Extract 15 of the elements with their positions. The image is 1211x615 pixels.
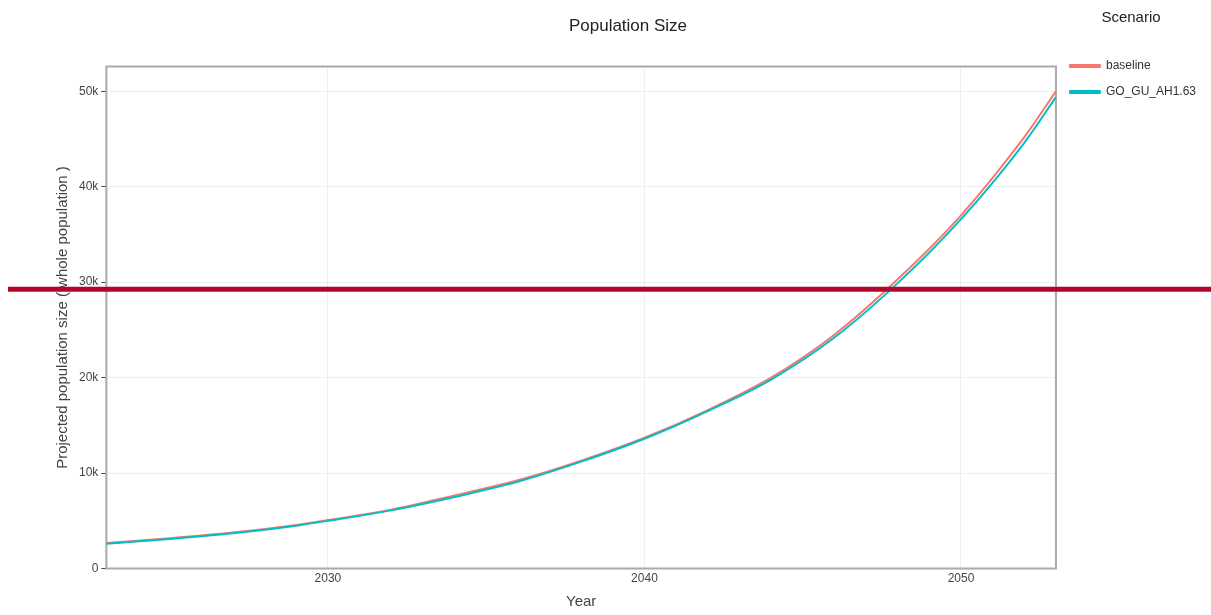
y-tick-label: 20k [78, 369, 100, 384]
x-axis-title: Year [566, 592, 597, 610]
x-tick-label: 2040 [631, 571, 659, 586]
legend-label: baseline [1105, 58, 1151, 73]
legend-title: Scenario [1101, 7, 1161, 25]
y-tick-label: 50k [78, 83, 100, 98]
y-axis-title: Projected population size ( whole population ) [53, 166, 71, 469]
y-tick-label: 10k [78, 465, 100, 480]
x-tick-label: 2030 [314, 571, 342, 586]
x-tick-label: 2050 [947, 571, 975, 586]
y-tick-label: 0 [91, 560, 99, 575]
y-tick-label: 40k [78, 179, 100, 194]
chart-title: Population Size [568, 15, 688, 35]
legend-label: GO_GU_AH1.63 [1105, 84, 1197, 99]
y-tick-label: 30k [78, 274, 100, 289]
